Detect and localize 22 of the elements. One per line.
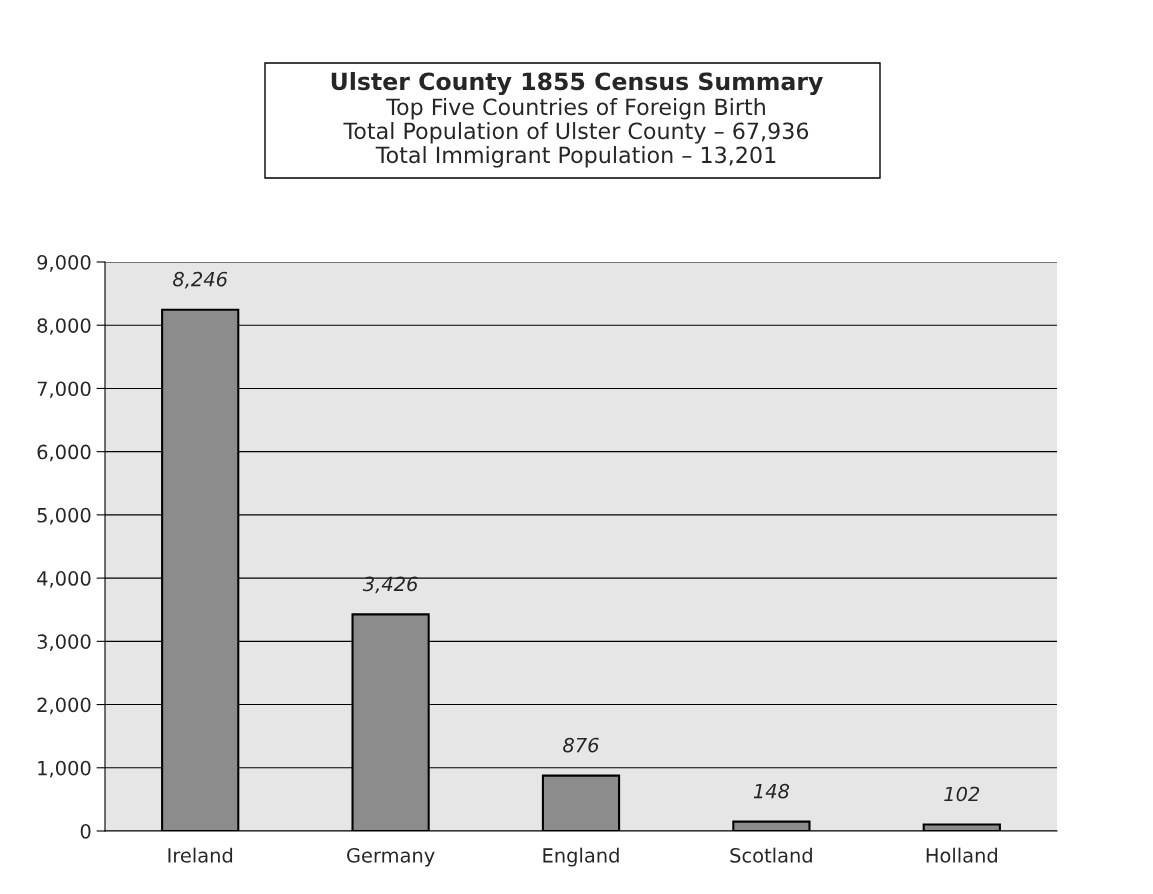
data-label: 102 bbox=[944, 786, 980, 802]
data-label: 3,426 bbox=[362, 576, 418, 594]
x-tick-label: Germany bbox=[347, 848, 435, 867]
y-tick-label: 9,000 bbox=[37, 254, 91, 272]
y-tick-label: 5,000 bbox=[37, 507, 91, 525]
data-label: 8,246 bbox=[173, 271, 228, 289]
y-tick-label: 3,000 bbox=[37, 634, 91, 651]
chart-subtitle: Top Five Countries of Foreign Birth Total Population of Ulster County – 67,936 Total Immigrant Population – 13,201 bbox=[343, 98, 809, 168]
data-label: 148 bbox=[753, 783, 790, 799]
x-tick-label: Holland bbox=[926, 847, 997, 863]
y-tick-label: 4,000 bbox=[37, 571, 91, 588]
x-tick-label: Ireland bbox=[168, 847, 233, 863]
y-tick-label: 0 bbox=[80, 823, 91, 839]
y-tick-label: 7,000 bbox=[37, 381, 91, 399]
x-tick-label: Scotland bbox=[730, 847, 812, 863]
y-tick-label: 8,000 bbox=[37, 318, 91, 335]
data-label: 876 bbox=[563, 737, 599, 753]
chart-title: Ulster County 1855 Census Summary bbox=[331, 71, 823, 95]
x-tick-label: England bbox=[543, 847, 619, 867]
y-tick-label: 2,000 bbox=[37, 697, 91, 715]
y-tick-label: 1,000 bbox=[38, 760, 91, 778]
y-tick-label: 6,000 bbox=[37, 444, 91, 462]
